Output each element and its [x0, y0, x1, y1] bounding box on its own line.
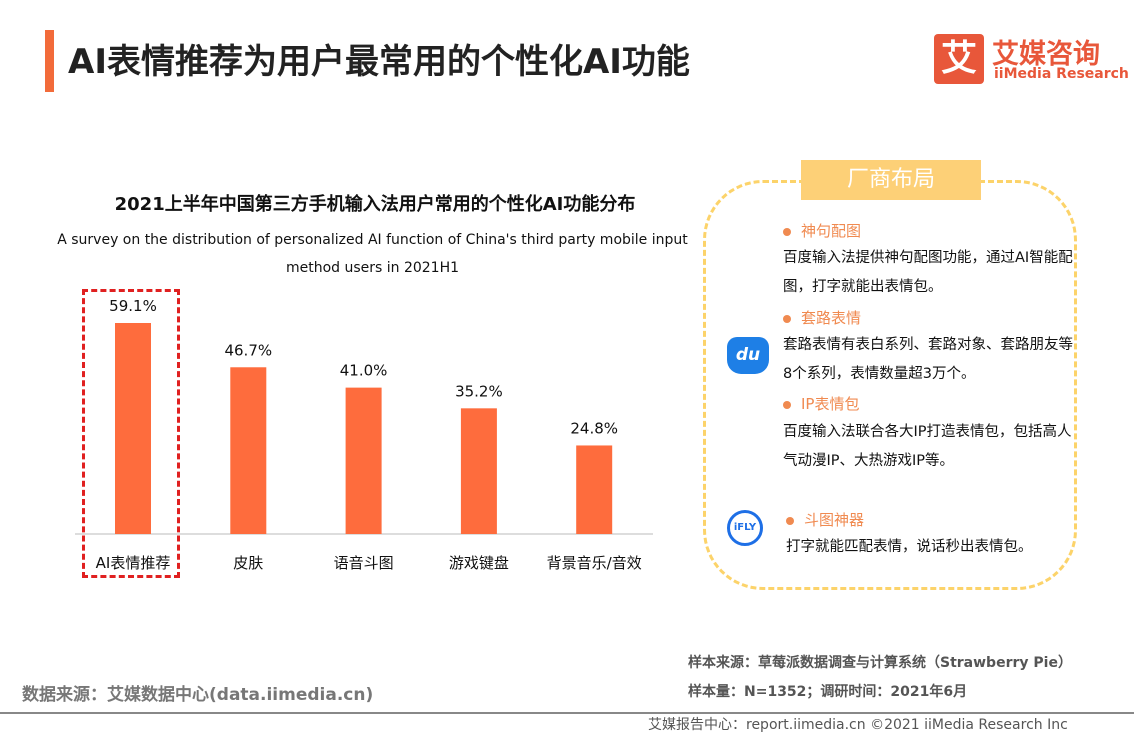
title-accent-bar [45, 30, 54, 92]
sample-size: 样本量：N=1352；调研时间：2021年6月 [688, 684, 968, 700]
highlight-box [82, 289, 180, 578]
bar [115, 323, 151, 534]
data-label: 24.8% [570, 419, 618, 437]
category-label: 背景音乐/音效 [547, 554, 642, 572]
panel-title: 厂商布局 [801, 160, 981, 200]
iimedia-logo-icon: 艾 [934, 34, 984, 84]
panel-text: 打字就能匹配表情，说话秒出表情包。 [786, 539, 1033, 555]
chart-subtitle: A survey on the distribution of personal… [57, 232, 688, 276]
logo-text-en: iiMedia Research [994, 66, 1129, 82]
panel-heading: 套路表情 [783, 307, 861, 328]
bar [345, 387, 382, 534]
panel-heading: IP表情包 [783, 393, 859, 414]
data-label: 59.1% [109, 297, 157, 315]
data-label: 41.0% [340, 362, 388, 380]
bar [460, 408, 497, 534]
category-label: 语音斗图 [334, 554, 394, 572]
page-title: AI表情推荐为用户最常用的个性化AI功能 [68, 42, 690, 82]
category-label: 皮肤 [233, 554, 263, 572]
bar [576, 445, 613, 534]
data-source: 数据来源：艾媒数据中心(data.iimedia.cn) [22, 685, 374, 705]
category-label: 游戏键盘 [449, 554, 509, 572]
baidu-input-logo-icon: du [727, 337, 769, 374]
logo-text-cn: 艾媒咨询 [992, 39, 1100, 70]
copyright: 艾媒报告中心：report.iimedia.cn ©2021 iiMedia R… [648, 717, 1068, 733]
data-label: 46.7% [224, 341, 272, 359]
bar-chart: 59.1% AI表情推荐 46.7% 皮肤 41.0% 语音斗图 35.2% 游戏键盘 24.8… [75, 297, 653, 572]
iflytek-logo-icon: iFLY [727, 510, 763, 546]
chart-title: 2021上半年中国第三方手机输入法用户常用的个性化AI功能分布 [114, 194, 636, 215]
footer-divider [0, 712, 1134, 714]
panel-heading: 神句配图 [783, 220, 861, 241]
panel-heading: 斗图神器 [786, 509, 864, 530]
data-label: 35.2% [455, 382, 503, 400]
panel-text: 百度输入法联合各大IP打造表情包，包括高人气动漫IP、大热游戏IP等。 [783, 424, 1072, 469]
category-label: AI表情推荐 [96, 554, 171, 572]
sample-source: 样本来源：草莓派数据调查与计算系统（Strawberry Pie） [688, 655, 1072, 671]
panel-text: 百度输入法提供神句配图功能，通过AI智能配图，打字就能出表情包。 [783, 250, 1073, 295]
panel-text: 套路表情有表白系列、套路对象、套路朋友等8个系列，表情数量超3万个。 [783, 337, 1073, 382]
bar [230, 367, 267, 534]
